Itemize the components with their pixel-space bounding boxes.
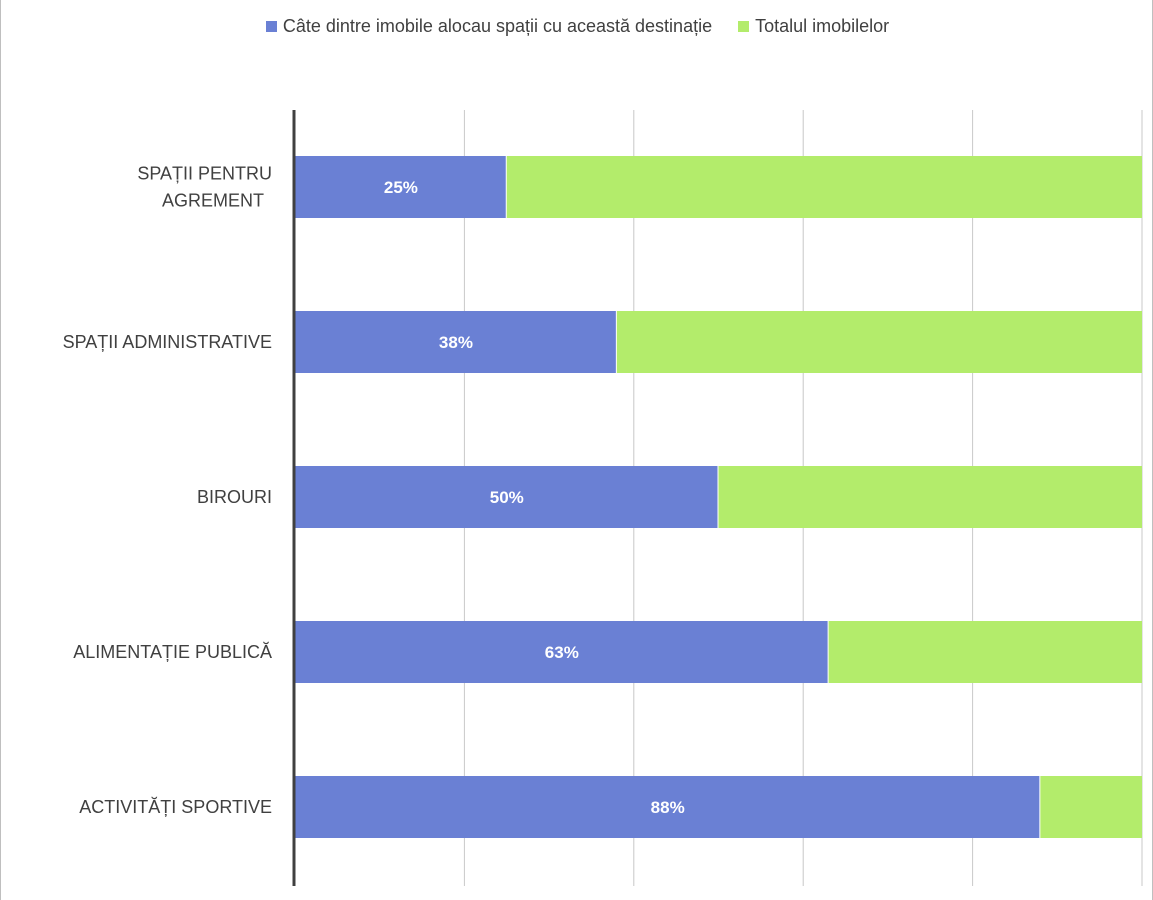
legend-swatch-series-2 bbox=[738, 21, 750, 32]
legend: Câte dintre imobile alocau spații cu ace… bbox=[1, 16, 1153, 37]
bar-series-1 bbox=[295, 776, 1040, 838]
category-label: BIROURI bbox=[197, 487, 272, 507]
legend-item-series-2: Totalul imobilelor bbox=[738, 16, 889, 37]
data-label: 88% bbox=[651, 798, 685, 817]
legend-swatch-series-1 bbox=[265, 21, 277, 32]
data-label: 38% bbox=[439, 333, 473, 352]
bar-series-1 bbox=[295, 311, 616, 373]
bar-series-2 bbox=[506, 156, 1142, 218]
bar-series-2 bbox=[616, 311, 1142, 373]
category-label: SPAȚII ADMINISTRATIVE bbox=[63, 332, 272, 352]
legend-label-series-1: Câte dintre imobile alocau spații cu ace… bbox=[282, 16, 713, 36]
legend-label-series-2: Totalul imobilelor bbox=[755, 16, 890, 36]
bar-series-1 bbox=[295, 156, 506, 218]
bar-series-1 bbox=[295, 466, 718, 528]
bar-series-2 bbox=[718, 466, 1142, 528]
data-label: 25% bbox=[384, 178, 418, 197]
category-label: SPAȚII PENTRU bbox=[137, 164, 272, 184]
legend-item-series-1: Câte dintre imobile alocau spații cu ace… bbox=[265, 16, 713, 37]
category-label: ALIMENTAȚIE PUBLICĂ bbox=[73, 642, 272, 662]
category-label: ACTIVITĂȚI SPORTIVE bbox=[79, 797, 272, 817]
bar-series-2 bbox=[1040, 776, 1142, 838]
data-label: 50% bbox=[490, 488, 524, 507]
data-label: 63% bbox=[545, 643, 579, 662]
bar-series-2 bbox=[828, 621, 1142, 683]
bar-series-1 bbox=[295, 621, 828, 683]
category-label: AGREMENT bbox=[162, 191, 264, 211]
